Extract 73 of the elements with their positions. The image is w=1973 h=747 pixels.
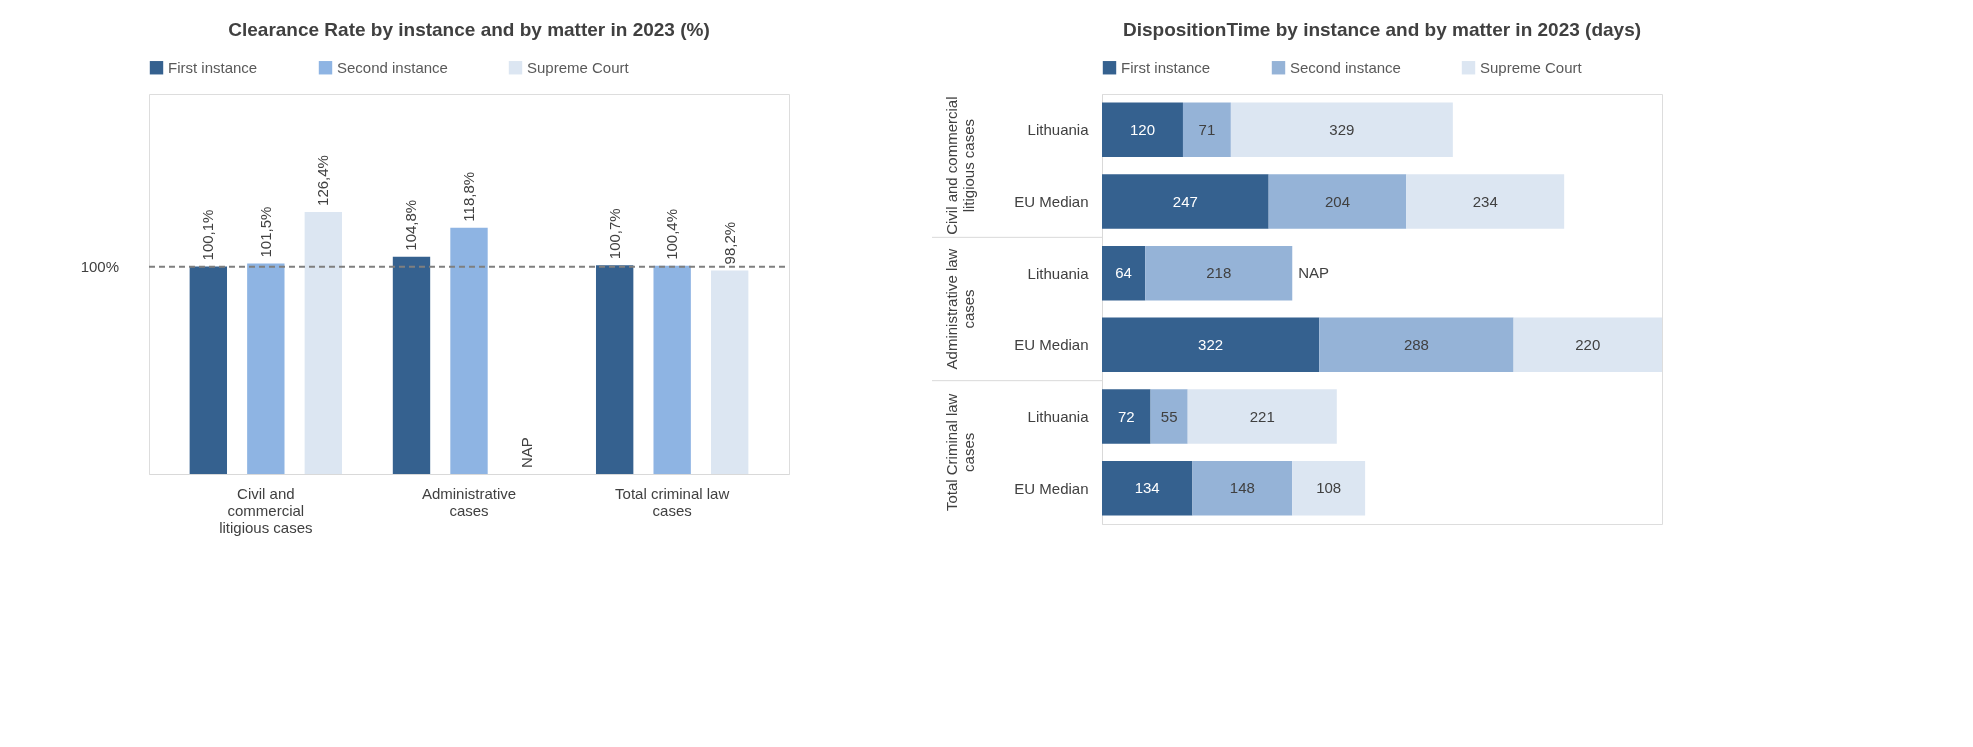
text: Total Criminal law cases <box>943 393 977 512</box>
data-label: 55 <box>1160 407 1178 425</box>
bar <box>392 256 431 474</box>
bar <box>1102 245 1146 301</box>
chart-title: DispositionTime by instance and by matter in 2023 (days) <box>1122 19 1642 40</box>
text: NAP <box>1298 264 1330 282</box>
bar <box>1268 174 1407 229</box>
data-label: 120 <box>1129 120 1155 138</box>
ref-line-label: 100% <box>80 257 119 275</box>
bar <box>1150 389 1188 444</box>
chart-title: Clearance Rate by instance and by matter in 2023 (%) <box>228 19 710 40</box>
data-label: 322 <box>1198 335 1224 353</box>
legend-label: Second instance <box>337 58 448 76</box>
data-label: 126,4% <box>314 155 332 206</box>
data-label: 220 <box>1575 335 1601 353</box>
bar <box>1192 460 1293 516</box>
legend-label: Supreme Court <box>1480 58 1583 76</box>
legend-label: Second instance <box>1290 58 1401 76</box>
bar <box>1230 102 1453 158</box>
data-label: 218 <box>1206 264 1232 282</box>
data-label: 288 <box>1403 335 1429 353</box>
data-label: 72 <box>1117 407 1135 425</box>
data-label: 100,4% <box>663 208 681 260</box>
bar <box>1102 317 1320 373</box>
data-label: 108 <box>1316 479 1342 497</box>
data-label: 100,1% <box>199 209 217 261</box>
data-label: 134 <box>1134 479 1160 497</box>
data-label: 329 <box>1329 120 1355 138</box>
bar <box>1187 389 1337 444</box>
bar <box>1406 174 1565 229</box>
bar <box>1182 102 1231 158</box>
data-label: 71 <box>1198 120 1216 138</box>
bar <box>1513 317 1662 373</box>
data-label: 204 <box>1324 192 1350 210</box>
y-tick-label: Lithuania <box>1027 408 1090 425</box>
data-label: 118,8% <box>460 171 477 222</box>
text: NAP <box>517 437 535 468</box>
data-label: 100,7% <box>605 208 623 260</box>
data-label: 98,2% <box>720 221 738 265</box>
data-label: 234 <box>1472 192 1498 210</box>
y-tick-label: EU Median <box>1014 193 1089 210</box>
y-tick-label: EU Median <box>1014 479 1089 497</box>
data-label: 148 <box>1229 479 1255 497</box>
bar <box>653 265 691 474</box>
bar <box>1102 102 1183 158</box>
bar <box>189 266 228 474</box>
bar <box>1319 317 1514 373</box>
text: Administrative law cases <box>943 248 977 370</box>
data-label: 64 <box>1115 264 1132 282</box>
x-tick-label: Total criminal law cases <box>615 484 730 519</box>
bar <box>247 263 285 474</box>
bar <box>1292 460 1366 516</box>
bar <box>710 270 749 474</box>
x-tick-label: Civil and commercial litigious cases <box>219 484 313 536</box>
bar <box>1145 245 1293 301</box>
y-tick-label: EU Median <box>1014 336 1089 354</box>
x-tick-label: Administrative cases <box>421 484 517 519</box>
legend-label: Supreme Court <box>527 58 630 76</box>
y-tick-label: Lithuania <box>1027 264 1090 282</box>
bar <box>1102 174 1269 229</box>
y-tick-label: Lithuania <box>1027 121 1090 139</box>
data-label: 101,5% <box>256 206 274 258</box>
bar <box>1102 460 1193 516</box>
text: Civil and commercial litigious cases <box>943 96 977 235</box>
legend-label: First instance <box>1121 58 1211 76</box>
legend-label: First instance <box>168 58 258 76</box>
data-label: 104,8% <box>402 199 420 251</box>
bar <box>1102 389 1151 444</box>
bar <box>304 211 343 474</box>
bar <box>595 265 634 474</box>
bar <box>450 227 488 474</box>
data-label: 221 <box>1249 407 1275 425</box>
data-label: 247 <box>1172 192 1198 210</box>
